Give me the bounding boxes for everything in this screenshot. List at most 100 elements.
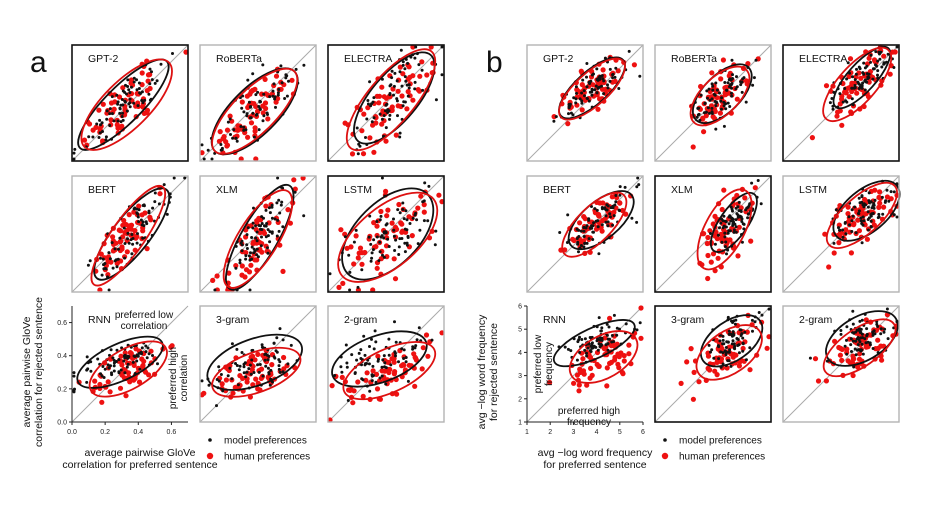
model-point xyxy=(433,243,437,247)
model-point xyxy=(741,342,745,346)
model-point xyxy=(232,128,236,132)
model-point xyxy=(615,333,619,337)
model-point xyxy=(99,256,102,260)
human-point xyxy=(221,134,227,140)
human-point xyxy=(607,315,613,321)
model-point xyxy=(261,119,265,123)
y-tick-label: 2 xyxy=(518,396,522,403)
model-point xyxy=(333,374,337,377)
model-point xyxy=(274,105,277,109)
human-point xyxy=(242,274,248,280)
model-point xyxy=(850,350,853,353)
model-point xyxy=(390,69,394,73)
model-point xyxy=(250,257,254,261)
model-point xyxy=(268,383,272,387)
model-point xyxy=(360,363,363,367)
subplot-gpt-2: GPT-2 xyxy=(71,44,189,162)
model-point xyxy=(723,231,727,235)
subplot-frame xyxy=(327,44,445,162)
human-point xyxy=(579,107,585,113)
human-point xyxy=(96,107,102,113)
model-point xyxy=(286,362,290,366)
human-point xyxy=(859,209,865,215)
model-point xyxy=(268,240,272,244)
model-point xyxy=(103,367,107,371)
model-point xyxy=(852,331,856,335)
human-point xyxy=(881,204,887,210)
model-point xyxy=(85,355,89,359)
subplot-frame xyxy=(199,305,317,423)
model-point xyxy=(366,358,370,362)
model-point xyxy=(748,346,752,350)
annotation-text: preferred high xyxy=(558,406,620,417)
model-point xyxy=(858,67,862,71)
model-point xyxy=(287,79,290,83)
human-point xyxy=(359,128,365,134)
model-point xyxy=(411,347,415,351)
human-point xyxy=(604,383,610,389)
model-point xyxy=(861,215,865,219)
model-point xyxy=(569,349,573,353)
model-ellipse xyxy=(206,333,303,391)
model-point xyxy=(245,233,249,237)
model-point xyxy=(384,223,388,227)
model-point xyxy=(230,377,234,381)
model-point xyxy=(635,220,639,224)
human-point xyxy=(98,251,104,257)
human-point xyxy=(157,191,163,197)
model-point xyxy=(830,97,834,100)
human-point xyxy=(289,77,295,83)
model-point xyxy=(411,216,415,220)
model-point xyxy=(260,222,264,225)
model-point xyxy=(360,377,364,381)
annotation-text: preferred low xyxy=(115,310,174,321)
y-tick-label: 1 xyxy=(518,420,522,427)
model-point xyxy=(707,87,711,91)
human-point xyxy=(846,94,852,100)
model-point xyxy=(401,208,405,211)
model-point xyxy=(854,339,858,343)
model-point xyxy=(834,208,838,212)
human-point xyxy=(748,238,754,244)
model-point xyxy=(258,108,262,111)
model-point xyxy=(119,103,123,107)
model-point xyxy=(595,78,599,81)
model-point xyxy=(721,219,725,223)
human-point xyxy=(360,151,367,157)
human-point xyxy=(144,88,150,94)
model-point xyxy=(719,221,723,225)
human-point xyxy=(875,345,881,351)
model-point xyxy=(860,194,864,198)
human-point xyxy=(248,120,255,126)
model-point xyxy=(382,255,386,259)
model-point xyxy=(246,226,250,230)
human-ellipse xyxy=(696,188,753,271)
human-point xyxy=(169,343,175,349)
model-point xyxy=(866,205,870,209)
subplot-frame xyxy=(327,175,445,293)
model-point xyxy=(244,375,248,379)
human-point xyxy=(239,263,245,269)
model-point xyxy=(275,201,279,205)
model-point xyxy=(230,342,234,346)
human-point xyxy=(615,351,621,357)
model-point xyxy=(236,383,240,387)
model-point xyxy=(740,217,744,221)
human-point xyxy=(381,94,387,100)
model-point xyxy=(612,214,616,218)
human-point xyxy=(344,245,350,251)
model-point xyxy=(580,101,584,105)
human-point xyxy=(391,359,397,365)
model-point xyxy=(215,404,218,408)
model-point xyxy=(258,363,262,366)
model-point xyxy=(281,225,285,229)
model-point xyxy=(876,69,880,73)
human-point xyxy=(877,200,883,206)
human-point xyxy=(565,121,571,127)
model-point xyxy=(153,191,157,195)
model-point xyxy=(242,125,246,129)
human-point xyxy=(118,353,124,359)
model-point xyxy=(739,328,743,332)
human-ellipse xyxy=(822,46,893,122)
model-point xyxy=(144,344,148,348)
